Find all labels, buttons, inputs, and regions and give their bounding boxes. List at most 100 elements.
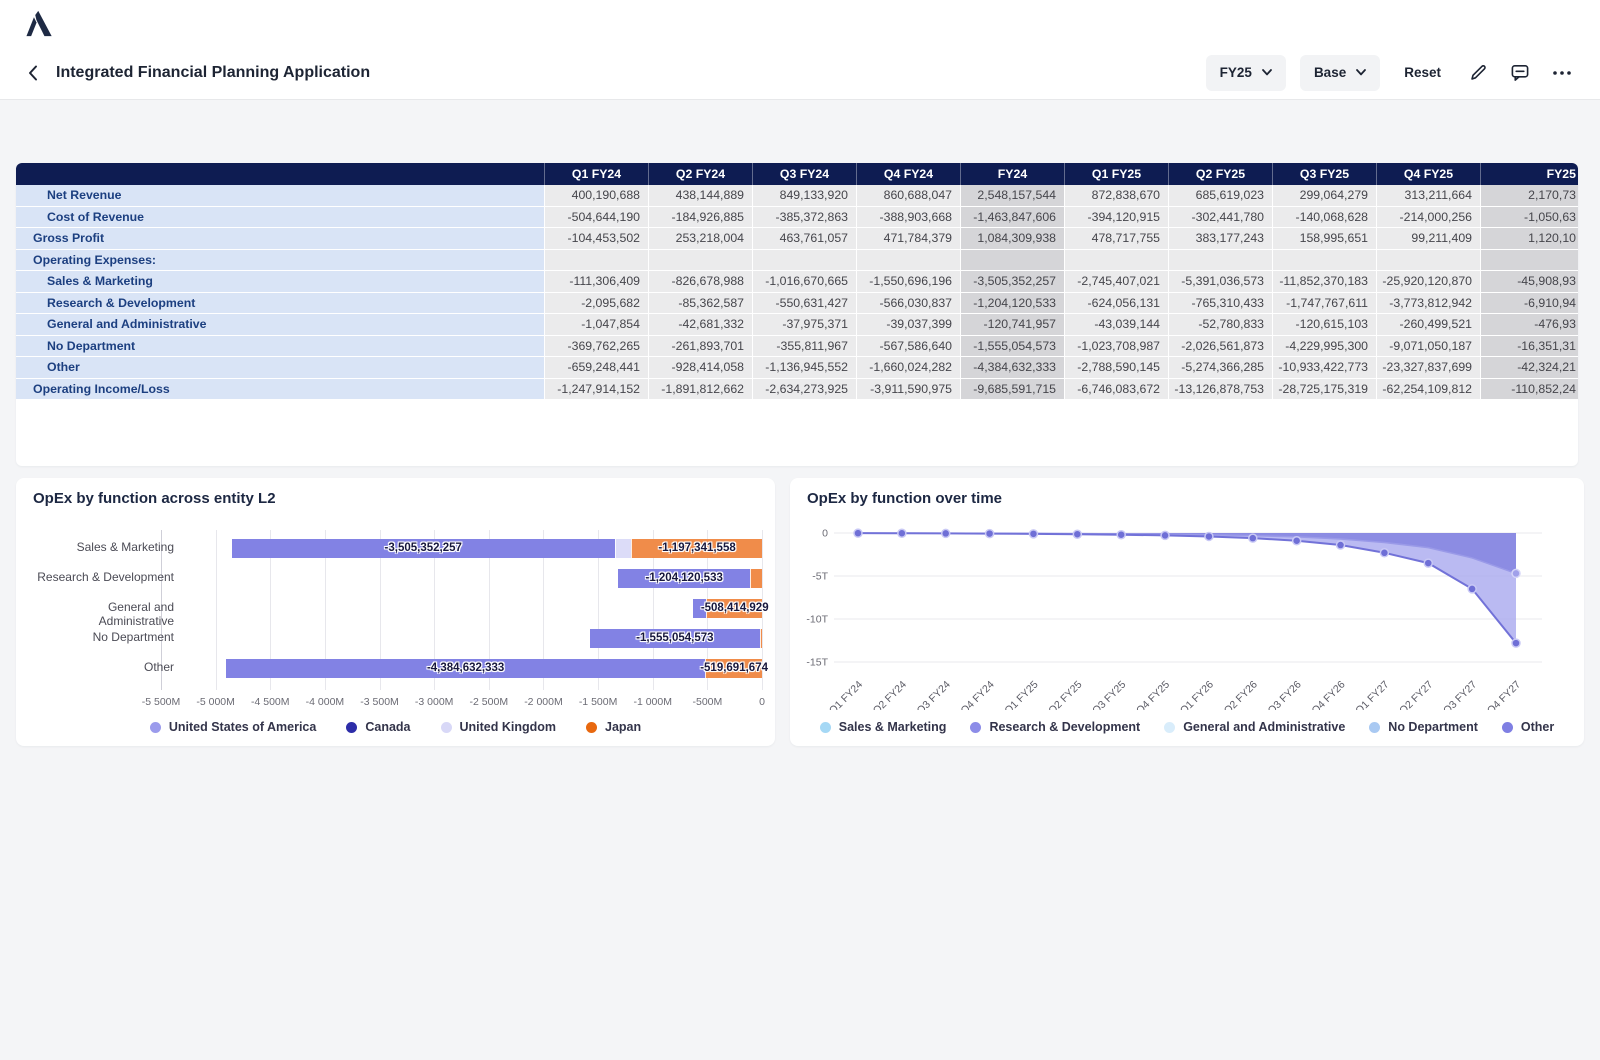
grid-value-cell[interactable]: 253,218,004 [648,228,752,250]
legend-item[interactable]: General and Administrative [1164,720,1345,734]
grid-value-cell[interactable] [856,250,960,272]
grid-value-cell[interactable]: 400,190,688 [544,185,648,207]
more-options-icon[interactable] [1548,66,1576,80]
grid-value-cell[interactable]: -394,120,915 [1064,207,1168,229]
grid-value-cell[interactable]: 1,120,10 [1480,228,1578,250]
grid-value-cell[interactable]: -476,93 [1480,314,1578,336]
grid-column-header[interactable]: FY24 [960,163,1064,185]
grid-value-cell[interactable]: -140,068,628 [1272,207,1376,229]
grid-value-cell[interactable]: -120,615,103 [1272,314,1376,336]
grid-value-cell[interactable]: -2,745,407,021 [1064,271,1168,293]
grid-value-cell[interactable]: -566,030,837 [856,293,960,315]
grid-row-label[interactable]: Operating Expenses: [16,250,544,272]
anaplan-logo[interactable] [24,8,54,38]
area-fill-lower[interactable] [858,533,1516,643]
grid-value-cell[interactable]: -37,975,371 [752,314,856,336]
grid-value-cell[interactable]: -3,911,590,975 [856,379,960,401]
grid-value-cell[interactable]: -504,644,190 [544,207,648,229]
grid-value-cell[interactable]: -2,788,590,145 [1064,357,1168,379]
data-point-marker[interactable] [1249,534,1257,542]
grid-row-label[interactable]: Other [16,357,544,379]
grid-value-cell[interactable]: -624,056,131 [1064,293,1168,315]
grid-value-cell[interactable]: -45,908,93 [1480,271,1578,293]
grid-value-cell[interactable]: -369,762,265 [544,336,648,358]
grid-value-cell[interactable]: -184,926,885 [648,207,752,229]
grid-value-cell[interactable]: -550,631,427 [752,293,856,315]
grid-row-label[interactable]: Sales & Marketing [16,271,544,293]
data-point-marker[interactable] [854,529,862,537]
legend-item[interactable]: United States of America [150,720,317,734]
bar-segment-united-states-of-america[interactable]: -4,384,632,333 [226,659,705,678]
grid-value-cell[interactable]: -2,095,682 [544,293,648,315]
grid-value-cell[interactable]: -42,324,21 [1480,357,1578,379]
legend-item[interactable]: No Department [1369,720,1478,734]
version-selector-button[interactable]: Base [1300,55,1380,91]
grid-value-cell[interactable]: -826,678,988 [648,271,752,293]
grid-column-header[interactable]: Q2 FY25 [1168,163,1272,185]
grid-row-label[interactable]: No Department [16,336,544,358]
grid-value-cell[interactable]: 849,133,920 [752,185,856,207]
comment-icon[interactable] [1506,59,1534,86]
bar-segment-united-states-of-america[interactable]: -1,555,054,573 [590,629,760,648]
grid-value-cell[interactable]: -1,047,854 [544,314,648,336]
grid-value-cell[interactable] [1480,250,1578,272]
grid-value-cell[interactable]: -261,893,701 [648,336,752,358]
grid-value-cell[interactable] [544,250,648,272]
data-point-marker[interactable] [1337,541,1345,549]
grid-value-cell[interactable]: -765,310,433 [1168,293,1272,315]
grid-value-cell[interactable]: 2,548,157,544 [960,185,1064,207]
data-point-marker[interactable] [1205,532,1213,540]
legend-item[interactable]: Sales & Marketing [820,720,947,734]
data-point-marker[interactable] [1293,537,1301,545]
grid-value-cell[interactable] [1168,250,1272,272]
grid-value-cell[interactable]: 463,761,057 [752,228,856,250]
legend-item[interactable]: Other [1502,720,1554,734]
grid-value-cell[interactable]: -111,306,409 [544,271,648,293]
grid-value-cell[interactable]: -104,453,502 [544,228,648,250]
grid-value-cell[interactable] [1064,250,1168,272]
data-point-marker[interactable] [898,529,906,537]
grid-value-cell[interactable]: -6,910,94 [1480,293,1578,315]
grid-value-cell[interactable]: 471,784,379 [856,228,960,250]
data-point-marker[interactable] [1161,531,1169,539]
grid-value-cell[interactable]: -85,362,587 [648,293,752,315]
grid-value-cell[interactable]: 383,177,243 [1168,228,1272,250]
back-chevron-icon[interactable] [24,61,42,85]
grid-value-cell[interactable]: 1,084,309,938 [960,228,1064,250]
grid-row-label[interactable]: Gross Profit [16,228,544,250]
grid-column-header[interactable]: Q4 FY25 [1376,163,1480,185]
grid-value-cell[interactable]: -4,384,632,333 [960,357,1064,379]
data-point-marker[interactable] [1073,530,1081,538]
grid-value-cell[interactable]: -11,852,370,183 [1272,271,1376,293]
grid-value-cell[interactable]: -388,903,668 [856,207,960,229]
period-selector-button[interactable]: FY25 [1206,55,1286,91]
data-point-marker[interactable] [1117,531,1125,539]
grid-value-cell[interactable]: -302,441,780 [1168,207,1272,229]
grid-value-cell[interactable]: -567,586,640 [856,336,960,358]
grid-value-cell[interactable]: -355,811,967 [752,336,856,358]
data-point-marker[interactable] [986,530,994,538]
grid-value-cell[interactable]: -5,391,036,573 [1168,271,1272,293]
grid-value-cell[interactable]: -1,136,945,552 [752,357,856,379]
grid-value-cell[interactable]: 860,688,047 [856,185,960,207]
grid-value-cell[interactable] [1376,250,1480,272]
bar-segment-united-kingdom[interactable] [615,539,631,558]
grid-value-cell[interactable]: -110,852,24 [1480,379,1578,401]
grid-value-cell[interactable]: -1,023,708,987 [1064,336,1168,358]
grid-value-cell[interactable]: -1,247,914,152 [544,379,648,401]
grid-value-cell[interactable]: 438,144,889 [648,185,752,207]
grid-value-cell[interactable] [960,250,1064,272]
grid-value-cell[interactable] [648,250,752,272]
edit-pencil-icon[interactable] [1465,59,1492,86]
grid-value-cell[interactable]: -52,780,833 [1168,314,1272,336]
grid-value-cell[interactable]: -42,681,332 [648,314,752,336]
grid-column-header[interactable]: Q4 FY24 [856,163,960,185]
grid-value-cell[interactable]: -1,747,767,611 [1272,293,1376,315]
bar-segment-united-states-of-america[interactable]: -3,505,352,257 [232,539,615,558]
bar-segment-japan[interactable] [750,569,762,588]
grid-value-cell[interactable]: -1,016,670,665 [752,271,856,293]
data-point-marker[interactable] [1512,569,1520,577]
grid-value-cell[interactable]: -39,037,399 [856,314,960,336]
grid-value-cell[interactable]: -13,126,878,753 [1168,379,1272,401]
grid-value-cell[interactable]: 313,211,664 [1376,185,1480,207]
